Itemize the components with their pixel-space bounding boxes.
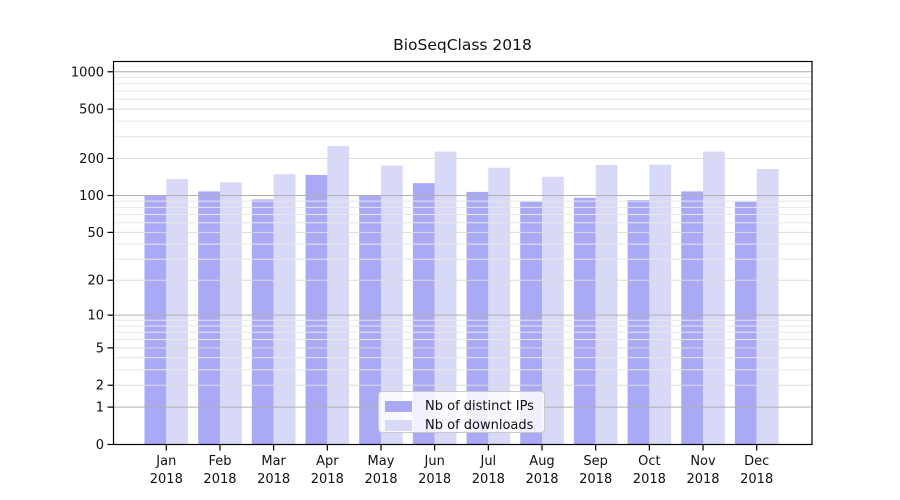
- bar-nov-downloads: [703, 151, 725, 445]
- x-tick-year-oct: 2018: [633, 472, 666, 487]
- legend-item-distinct-ips: Nb of distinct IPs: [379, 397, 544, 416]
- bar-jun-distinct-ips: [412, 183, 435, 445]
- bar-aug-distinct-ips: [520, 201, 542, 445]
- chart-title: BioSeqClass 2018: [393, 36, 532, 54]
- x-tick-year-jan: 2018: [150, 472, 183, 487]
- x-tick-year-dec: 2018: [740, 472, 773, 487]
- bar-dec-distinct-ips: [734, 201, 757, 445]
- bar-aug-downloads: [542, 176, 564, 445]
- x-tick-year-jul: 2018: [472, 472, 505, 487]
- x-tick-year-sep: 2018: [579, 472, 612, 487]
- bar-apr-distinct-ips: [305, 174, 328, 445]
- y-tick-label-10: 10: [87, 309, 104, 324]
- bar-jan-downloads: [166, 179, 189, 445]
- x-tick-label-nov: Nov: [690, 454, 716, 469]
- legend-swatch-ips-icon: [385, 401, 412, 412]
- x-tick-year-jun: 2018: [418, 472, 451, 487]
- x-tick-label-jul: Jul: [479, 454, 496, 469]
- y-tick-label-100: 100: [79, 189, 104, 204]
- legend: Nb of distinct IPs Nb of downloads: [378, 391, 545, 433]
- legend-item-downloads: Nb of downloads: [379, 416, 544, 435]
- y-tick-label-5: 5: [96, 341, 104, 356]
- y-tick-label-50: 50: [87, 226, 104, 241]
- bar-jan-distinct-ips: [144, 194, 167, 445]
- bar-dec-downloads: [756, 169, 779, 445]
- x-tick-year-aug: 2018: [525, 472, 558, 487]
- bar-sep-downloads: [595, 164, 618, 445]
- legend-label-ips: Nb of distinct IPs: [425, 399, 534, 414]
- x-tick-label-sep: Sep: [583, 454, 608, 469]
- x-tick-label-oct: Oct: [638, 454, 660, 469]
- y-tick-label-0: 0: [96, 438, 104, 453]
- bar-mar-downloads: [273, 174, 296, 445]
- y-tick-label-2: 2: [96, 379, 104, 394]
- legend-label-downloads: Nb of downloads: [425, 418, 534, 433]
- bar-jun-downloads: [434, 151, 457, 445]
- bar-mar-distinct-ips: [251, 199, 274, 445]
- bar-feb-distinct-ips: [198, 191, 220, 445]
- plot-border: [112, 60, 813, 446]
- x-tick-year-nov: 2018: [686, 472, 719, 487]
- x-tick-year-mar: 2018: [257, 472, 290, 487]
- bar-oct-distinct-ips: [627, 199, 650, 445]
- y-tick-label-200: 200: [79, 152, 104, 167]
- x-tick-label-jun: Jun: [424, 454, 445, 469]
- bar-apr-downloads: [327, 145, 350, 445]
- y-tick-label-1: 1: [96, 401, 104, 416]
- x-tick-label-jan: Jan: [155, 454, 176, 469]
- y-tick-label-20: 20: [87, 274, 104, 289]
- x-tick-year-feb: 2018: [203, 472, 236, 487]
- x-tick-label-aug: Aug: [529, 454, 554, 469]
- x-tick-label-dec: Dec: [744, 454, 769, 469]
- x-tick-label-feb: Feb: [208, 454, 231, 469]
- x-tick-label-apr: Apr: [316, 454, 339, 469]
- x-tick-year-may: 2018: [364, 472, 397, 487]
- x-tick-label-may: May: [368, 454, 395, 469]
- y-tick-label-500: 500: [79, 103, 104, 118]
- y-tick-label-1000: 1000: [71, 65, 104, 80]
- legend-swatch-downloads-icon: [385, 420, 412, 431]
- x-tick-label-mar: Mar: [261, 454, 286, 469]
- bar-oct-downloads: [649, 164, 672, 445]
- bar-nov-distinct-ips: [681, 191, 704, 445]
- bar-feb-downloads: [219, 182, 242, 445]
- bar-may-downloads: [380, 165, 403, 445]
- x-tick-year-apr: 2018: [311, 472, 344, 487]
- bar-jul-downloads: [488, 167, 511, 445]
- bar-jul-distinct-ips: [466, 191, 489, 445]
